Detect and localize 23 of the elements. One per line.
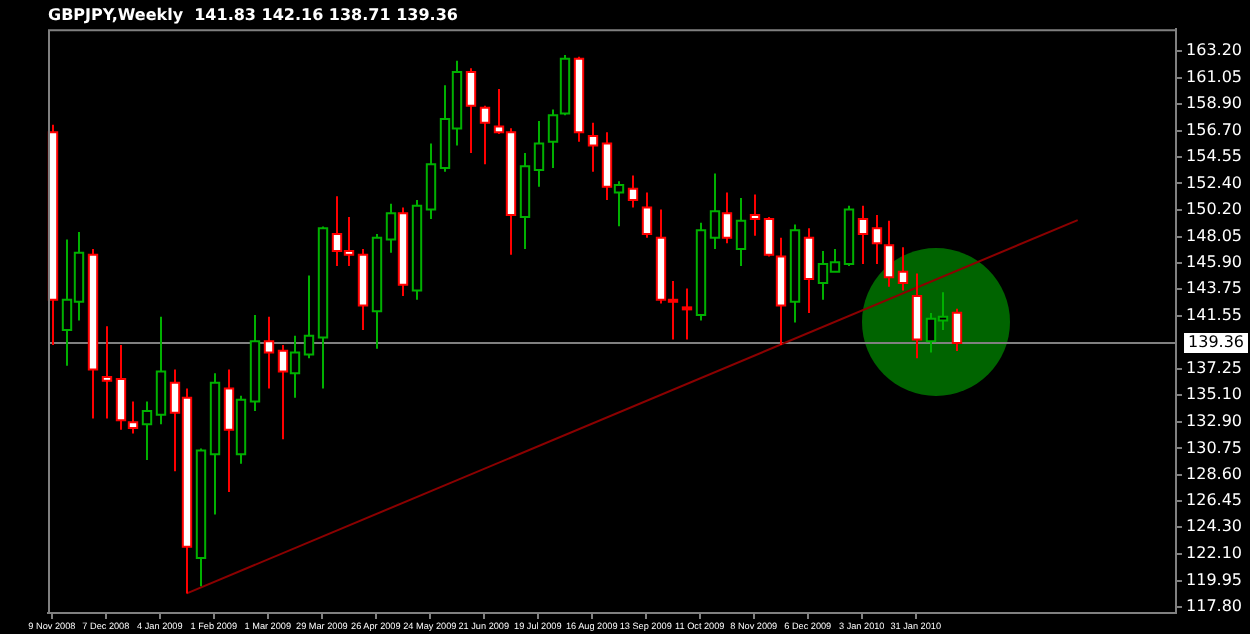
y-tick-label: 137.25	[1186, 358, 1243, 377]
y-tick-label: 124.30	[1186, 517, 1243, 536]
y-tick-label: 156.70	[1186, 120, 1243, 139]
y-tick-label: 145.90	[1186, 253, 1243, 272]
y-tick-label: 130.75	[1186, 438, 1243, 457]
y-tick-label: 163.20	[1186, 41, 1243, 60]
y-tick-label: 148.05	[1186, 226, 1243, 245]
y-tick-label: 158.90	[1186, 94, 1243, 113]
y-tick-label: 150.20	[1186, 200, 1243, 219]
y-tick-label: 126.45	[1186, 491, 1243, 510]
y-tick-label: 128.60	[1186, 464, 1243, 483]
y-tick-label: 132.90	[1186, 412, 1243, 431]
y-tick-label: 161.05	[1186, 67, 1243, 86]
y-tick-label: 154.55	[1186, 147, 1243, 166]
y-tick-label: 152.40	[1186, 173, 1243, 192]
y-tick-label: 122.10	[1186, 544, 1243, 563]
chart-title: GBPJPY,Weekly 141.83 142.16 138.71 139.36	[48, 5, 459, 24]
y-tick-label: 135.10	[1186, 385, 1243, 404]
y-tick-label: 117.80	[1186, 597, 1243, 615]
ref-line-label: 139.36	[1188, 333, 1245, 352]
y-tick-label: 143.75	[1186, 279, 1243, 298]
y-tick-label: 119.95	[1186, 570, 1243, 589]
y-tick-label: 141.55	[1186, 306, 1243, 325]
